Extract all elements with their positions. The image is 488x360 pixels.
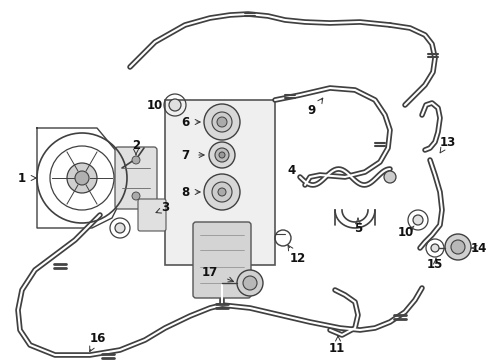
Circle shape — [132, 192, 140, 200]
Text: 16: 16 — [90, 332, 106, 345]
Text: 7: 7 — [181, 149, 189, 162]
Circle shape — [203, 104, 240, 140]
Circle shape — [450, 240, 464, 254]
Text: 3: 3 — [161, 201, 169, 213]
Circle shape — [203, 174, 240, 210]
Text: 2: 2 — [132, 139, 140, 152]
Circle shape — [169, 99, 181, 111]
Circle shape — [115, 223, 125, 233]
FancyBboxPatch shape — [138, 199, 165, 231]
Text: 15: 15 — [426, 258, 442, 271]
Circle shape — [212, 112, 231, 132]
Circle shape — [237, 270, 263, 296]
Text: 10: 10 — [146, 99, 163, 112]
Circle shape — [75, 171, 89, 185]
Circle shape — [217, 117, 226, 127]
Circle shape — [132, 156, 140, 164]
Circle shape — [430, 244, 438, 252]
Text: 5: 5 — [353, 221, 362, 234]
Text: 1: 1 — [18, 171, 26, 185]
FancyBboxPatch shape — [193, 222, 250, 298]
Text: 4: 4 — [287, 163, 296, 176]
Circle shape — [243, 276, 257, 290]
Text: 10: 10 — [397, 225, 413, 239]
Circle shape — [219, 152, 224, 158]
Circle shape — [383, 171, 395, 183]
Circle shape — [67, 163, 97, 193]
Circle shape — [412, 215, 422, 225]
Circle shape — [444, 234, 470, 260]
Circle shape — [212, 182, 231, 202]
Circle shape — [208, 142, 235, 168]
Bar — [164, 100, 274, 265]
Circle shape — [218, 188, 225, 196]
Text: 6: 6 — [181, 116, 189, 129]
Text: 14: 14 — [470, 242, 486, 255]
Text: 13: 13 — [439, 135, 455, 149]
Text: 9: 9 — [307, 104, 315, 117]
Text: 17: 17 — [202, 266, 218, 279]
FancyBboxPatch shape — [115, 147, 157, 209]
Text: 8: 8 — [181, 185, 189, 198]
Text: 12: 12 — [289, 252, 305, 265]
Circle shape — [215, 148, 228, 162]
Text: 11: 11 — [328, 342, 345, 355]
